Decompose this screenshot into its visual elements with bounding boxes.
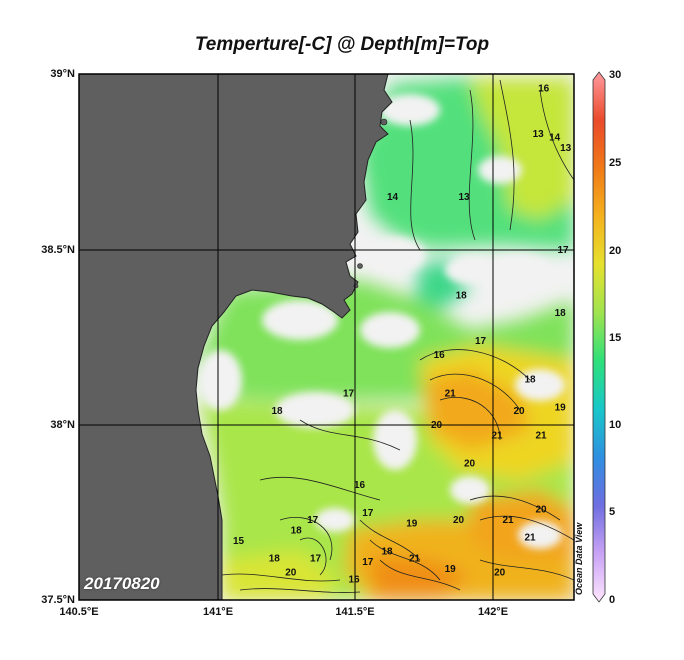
contour-label-10: 17 [475,336,487,347]
contour-label-25: 17 [362,508,374,519]
contour-label-13: 20 [513,406,525,417]
contour-label-23: 18 [291,525,303,536]
contour-label-2: 14 [549,133,561,144]
date-label: 20170820 [84,574,160,593]
graticule [79,74,574,600]
land-mass [79,74,393,600]
contour-label-17: 21 [535,431,547,442]
contour-label-38: 20 [285,568,297,579]
contour-label-35: 20 [494,568,506,579]
lon-tick-141-5: 141.5°E [335,606,375,618]
contour-lines [221,79,574,593]
lat-tick-38-5: 38.5°N [41,244,75,256]
contour-label-36: 18 [269,553,281,564]
contour-label-16: 21 [491,431,503,442]
gap [445,256,495,284]
colorbar-tick-5: 5 [609,506,616,518]
field-north-east-yellow [470,78,574,220]
field-warm-south-core [370,555,470,598]
ocean-data-view-brand: Ocean Data View [574,522,584,595]
lat-tick-39: 39°N [50,68,75,80]
contour-label-30: 20 [535,504,547,515]
gap [380,94,440,126]
island [380,118,388,126]
lon-tick-142: 142°E [477,606,509,618]
lon-tick-140-5: 140.5°E [59,606,99,618]
contour-label-12: 19 [555,403,567,414]
gap [275,392,355,428]
contour-label-3: 13 [560,143,572,154]
contour-label-1: 13 [533,129,545,140]
colorbar-body [592,71,606,603]
map-frame [78,73,575,601]
contour-label-7: 18 [456,290,468,301]
colorbar-tick-30: 30 [609,69,622,81]
lat-tick-38: 38°N [50,419,75,431]
colorbar-tick-15: 15 [609,332,622,344]
gap [478,156,522,184]
contour-label-29: 21 [524,532,536,543]
contour-label-0: 16 [538,84,550,95]
gap [315,508,355,532]
colorbar-tick-25: 25 [609,157,622,169]
contour-label-31: 19 [445,564,457,575]
island [357,263,363,269]
contour-label-5: 13 [458,192,470,203]
gap [515,369,565,401]
gap [373,410,417,470]
contour-label-28: 21 [502,515,514,526]
contour-label-8: 18 [555,308,567,319]
contour-label-6: 17 [557,245,569,256]
lat-tick-37-5: 37.5°N [41,594,75,606]
contour-label-9: 16 [434,350,446,361]
gap [450,476,490,504]
contour-label-15: 20 [431,420,443,431]
field-warm-core [425,370,530,450]
contour-label-11: 18 [524,375,536,386]
contour-label-27: 20 [453,515,465,526]
contour-label-24: 15 [233,536,245,547]
lon-tick-141: 141°E [202,606,234,618]
contour-label-32: 18 [381,546,393,557]
contour-label-19: 18 [271,406,283,417]
contour-label-21: 16 [354,480,366,491]
colorbar [592,71,606,603]
gap [262,300,338,340]
contour-label-20: 20 [464,459,476,470]
contour-label-14: 21 [445,389,457,400]
gap [360,312,420,348]
contour-label-33: 17 [362,557,374,568]
map-title: Temperture[-C] @ Depth[m]=Top [194,34,490,55]
contour-label-18: 17 [343,389,355,400]
contour-label-37: 17 [310,553,322,564]
gap [490,254,550,286]
contour-label-26: 19 [406,518,418,529]
colorbar-tick-20: 20 [609,245,622,257]
contour-label-4: 14 [387,192,399,203]
contour-label-22: 17 [307,515,319,526]
gap [365,237,425,273]
colorbar-tick-0: 0 [609,594,616,606]
contour-label-34: 21 [409,553,421,564]
field-southwest-yellow [222,550,340,600]
gap [198,350,242,410]
contour-label-39: 16 [348,575,360,586]
colorbar-tick-10: 10 [609,419,622,431]
